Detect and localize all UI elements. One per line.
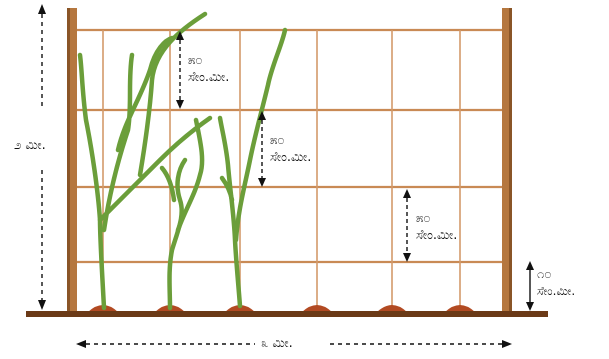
width-arrow-left <box>76 340 86 348</box>
spacing-arrow-mid <box>258 111 266 187</box>
horizontal-wires <box>74 28 506 264</box>
height-label: ೨ ಮೀ. <box>14 138 46 153</box>
ground-line <box>26 311 548 317</box>
posts <box>67 8 512 312</box>
spacing-top-label: ೫೦ ಸೇಂ.ಮೀ. <box>188 52 229 86</box>
plants <box>77 11 288 311</box>
spacing-low-unit: ಸೇಂ.ಮೀ. <box>416 228 458 243</box>
ground-gap-unit: ಸೇಂ.ಮೀ. <box>537 284 576 298</box>
spacing-top-value: ೫೦ <box>188 53 203 68</box>
height-arrow-down <box>38 300 46 310</box>
height-arrow-up <box>38 4 46 14</box>
width-arrow-right <box>502 340 512 348</box>
ground-gap-label: ೧೦ ಸೇಂ.ಮೀ. <box>537 266 575 300</box>
vertical-strings <box>102 30 461 308</box>
soil-mounds <box>88 305 475 312</box>
spacing-mid-unit: ಸೇಂ.ಮೀ. <box>270 150 312 165</box>
post-left <box>67 8 77 312</box>
spacing-arrow-low <box>403 189 411 262</box>
post-right <box>502 8 512 312</box>
spacing-top-unit: ಸೇಂ.ಮೀ. <box>188 70 230 85</box>
ground-gap-arrow <box>526 261 534 311</box>
width-label: ೩ ಮೀ. <box>261 336 293 351</box>
spacing-low-label: ೫೦ ಸೇಂ.ಮೀ. <box>416 210 457 244</box>
spacing-mid-label: ೫೦ ಸೇಂ.ಮೀ. <box>270 132 311 166</box>
spacing-arrow-top <box>176 31 184 109</box>
spacing-low-value: ೫೦ <box>416 211 431 226</box>
spacing-mid-value: ೫೦ <box>270 133 285 148</box>
ground-gap-value: ೧೦ <box>537 267 552 282</box>
